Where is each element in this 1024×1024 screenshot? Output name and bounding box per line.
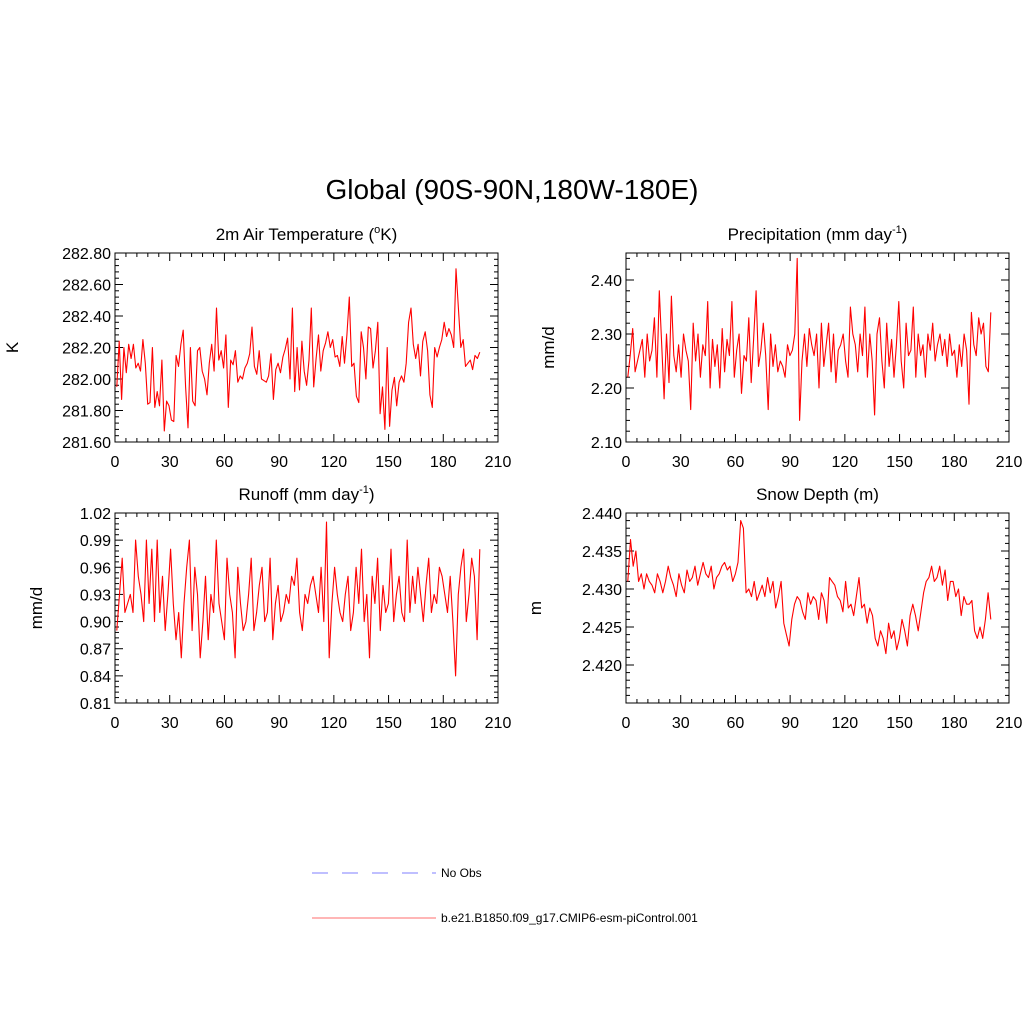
x-tick-label: 150 (886, 715, 913, 732)
x-tick-label: 210 (485, 454, 512, 471)
x-tick-label: 120 (832, 715, 859, 732)
panel-title-main: Precipitation (mm day (728, 225, 893, 244)
y-tick-label: 2.30 (591, 327, 622, 344)
y-tick-label: 0.93 (80, 587, 111, 604)
panel-title: 2m Air Temperature (oK) (216, 224, 398, 244)
y-tick-label: 2.20 (591, 381, 622, 398)
x-tick-label: 180 (430, 454, 457, 471)
x-tick-label: 0 (622, 454, 631, 471)
figure-title: Global (90S-90N,180W-180E) (325, 174, 698, 205)
x-tick-label: 120 (832, 454, 859, 471)
x-tick-label: 90 (270, 715, 288, 732)
y-tick-label: 2.40 (591, 273, 622, 290)
x-tick-label: 210 (996, 715, 1023, 732)
y-tick-label: 282.80 (62, 246, 111, 263)
panel-snow-depth: 0 30 60 90 120 150 180 210 2.420 2.425 2.430 2.435 2… (526, 485, 1022, 732)
y-axis-label: mm/d (539, 326, 558, 369)
panel-title-main: Snow Depth (m) (756, 485, 879, 504)
y-axis-label: K (3, 341, 22, 353)
y-tick-label: 282.40 (62, 309, 111, 326)
panel-title: Runoff (mm day-1) (238, 484, 374, 504)
series-line (627, 520, 992, 655)
y-tick-label: 1.02 (80, 506, 111, 523)
series-line (116, 521, 481, 677)
y-tick-label: 0.96 (80, 560, 111, 577)
x-tick-label: 120 (321, 454, 348, 471)
panel-title-main: Runoff (mm day (238, 485, 359, 504)
panel-title-superscript: -1 (359, 484, 369, 496)
x-tick-label: 60 (727, 454, 745, 471)
y-axis-label: mm/d (27, 587, 46, 630)
x-tick-label: 30 (672, 454, 690, 471)
legend-model-label: b.e21.B1850.f09_g17.CMIP6-esm-piControl.… (441, 911, 698, 925)
y-tick-label: 282.20 (62, 341, 111, 358)
x-tick-label: 210 (996, 454, 1023, 471)
y-tick-label: 0.90 (80, 615, 111, 632)
plot-frame (625, 252, 1010, 443)
y-tick-label: 2.435 (582, 544, 622, 561)
x-tick-label: 120 (321, 715, 348, 732)
x-tick-label: 30 (161, 454, 179, 471)
y-tick-label: 0.81 (80, 696, 111, 713)
x-tick-label: 90 (270, 454, 288, 471)
panel-title-end: ) (902, 225, 908, 244)
x-tick-label: 30 (161, 715, 179, 732)
panel-title-superscript: -1 (892, 224, 902, 236)
x-tick-label: 0 (111, 454, 120, 471)
x-tick-label: 180 (941, 715, 968, 732)
x-tick-label: 0 (622, 715, 631, 732)
y-tick-label: 0.84 (80, 669, 111, 686)
x-tick-label: 150 (375, 715, 402, 732)
y-tick-label: 282.60 (62, 278, 111, 295)
panel-title-superscript: o (374, 224, 380, 236)
y-tick-label: 2.425 (582, 620, 622, 637)
legend-no-obs-label: No Obs (441, 866, 482, 880)
y-tick-label: 2.430 (582, 582, 622, 599)
x-tick-label: 30 (672, 715, 690, 732)
plot-frame (114, 252, 499, 443)
y-tick-label: 281.60 (62, 435, 111, 452)
series-line (627, 257, 992, 421)
y-tick-label: 2.440 (582, 506, 622, 523)
panel-precipitation: 0 30 60 90 120 150 180 210 2.10 2.20 2.30 2.40 mm/d P… (539, 224, 1022, 471)
x-tick-label: 60 (216, 454, 234, 471)
x-tick-label: 0 (111, 715, 120, 732)
y-tick-label: 2.10 (591, 435, 622, 452)
panel-title: Snow Depth (m) (756, 485, 879, 504)
y-tick-label: 2.420 (582, 658, 622, 675)
x-tick-label: 150 (375, 454, 402, 471)
y-tick-label: 281.80 (62, 404, 111, 421)
x-tick-label: 60 (216, 715, 234, 732)
y-tick-label: 0.87 (80, 642, 111, 659)
x-tick-label: 180 (430, 715, 457, 732)
series-line (116, 268, 481, 432)
panel-title-end: ) (369, 485, 375, 504)
x-tick-label: 90 (781, 454, 799, 471)
x-tick-label: 90 (781, 715, 799, 732)
y-tick-label: 0.99 (80, 533, 111, 550)
plot-frame (114, 512, 499, 704)
x-tick-label: 60 (727, 715, 745, 732)
plot-frame (625, 512, 1010, 704)
panel-air-temperature: 0 30 60 90 120 150 180 210 281.60 281.80 282.00 282… (3, 224, 511, 471)
x-tick-label: 150 (886, 454, 913, 471)
y-axis-label: m (526, 601, 545, 615)
panel-title-main: 2m Air Temperature ( (216, 225, 375, 244)
panel-runoff: 0 30 60 90 120 150 180 210 0.81 0.84 0.87 0.90 0.93 0… (27, 484, 511, 732)
panel-title: Precipitation (mm day-1) (728, 224, 908, 244)
panel-title-end: K) (380, 225, 397, 244)
y-tick-label: 282.00 (62, 372, 111, 389)
x-tick-label: 210 (485, 715, 512, 732)
x-tick-label: 180 (941, 454, 968, 471)
